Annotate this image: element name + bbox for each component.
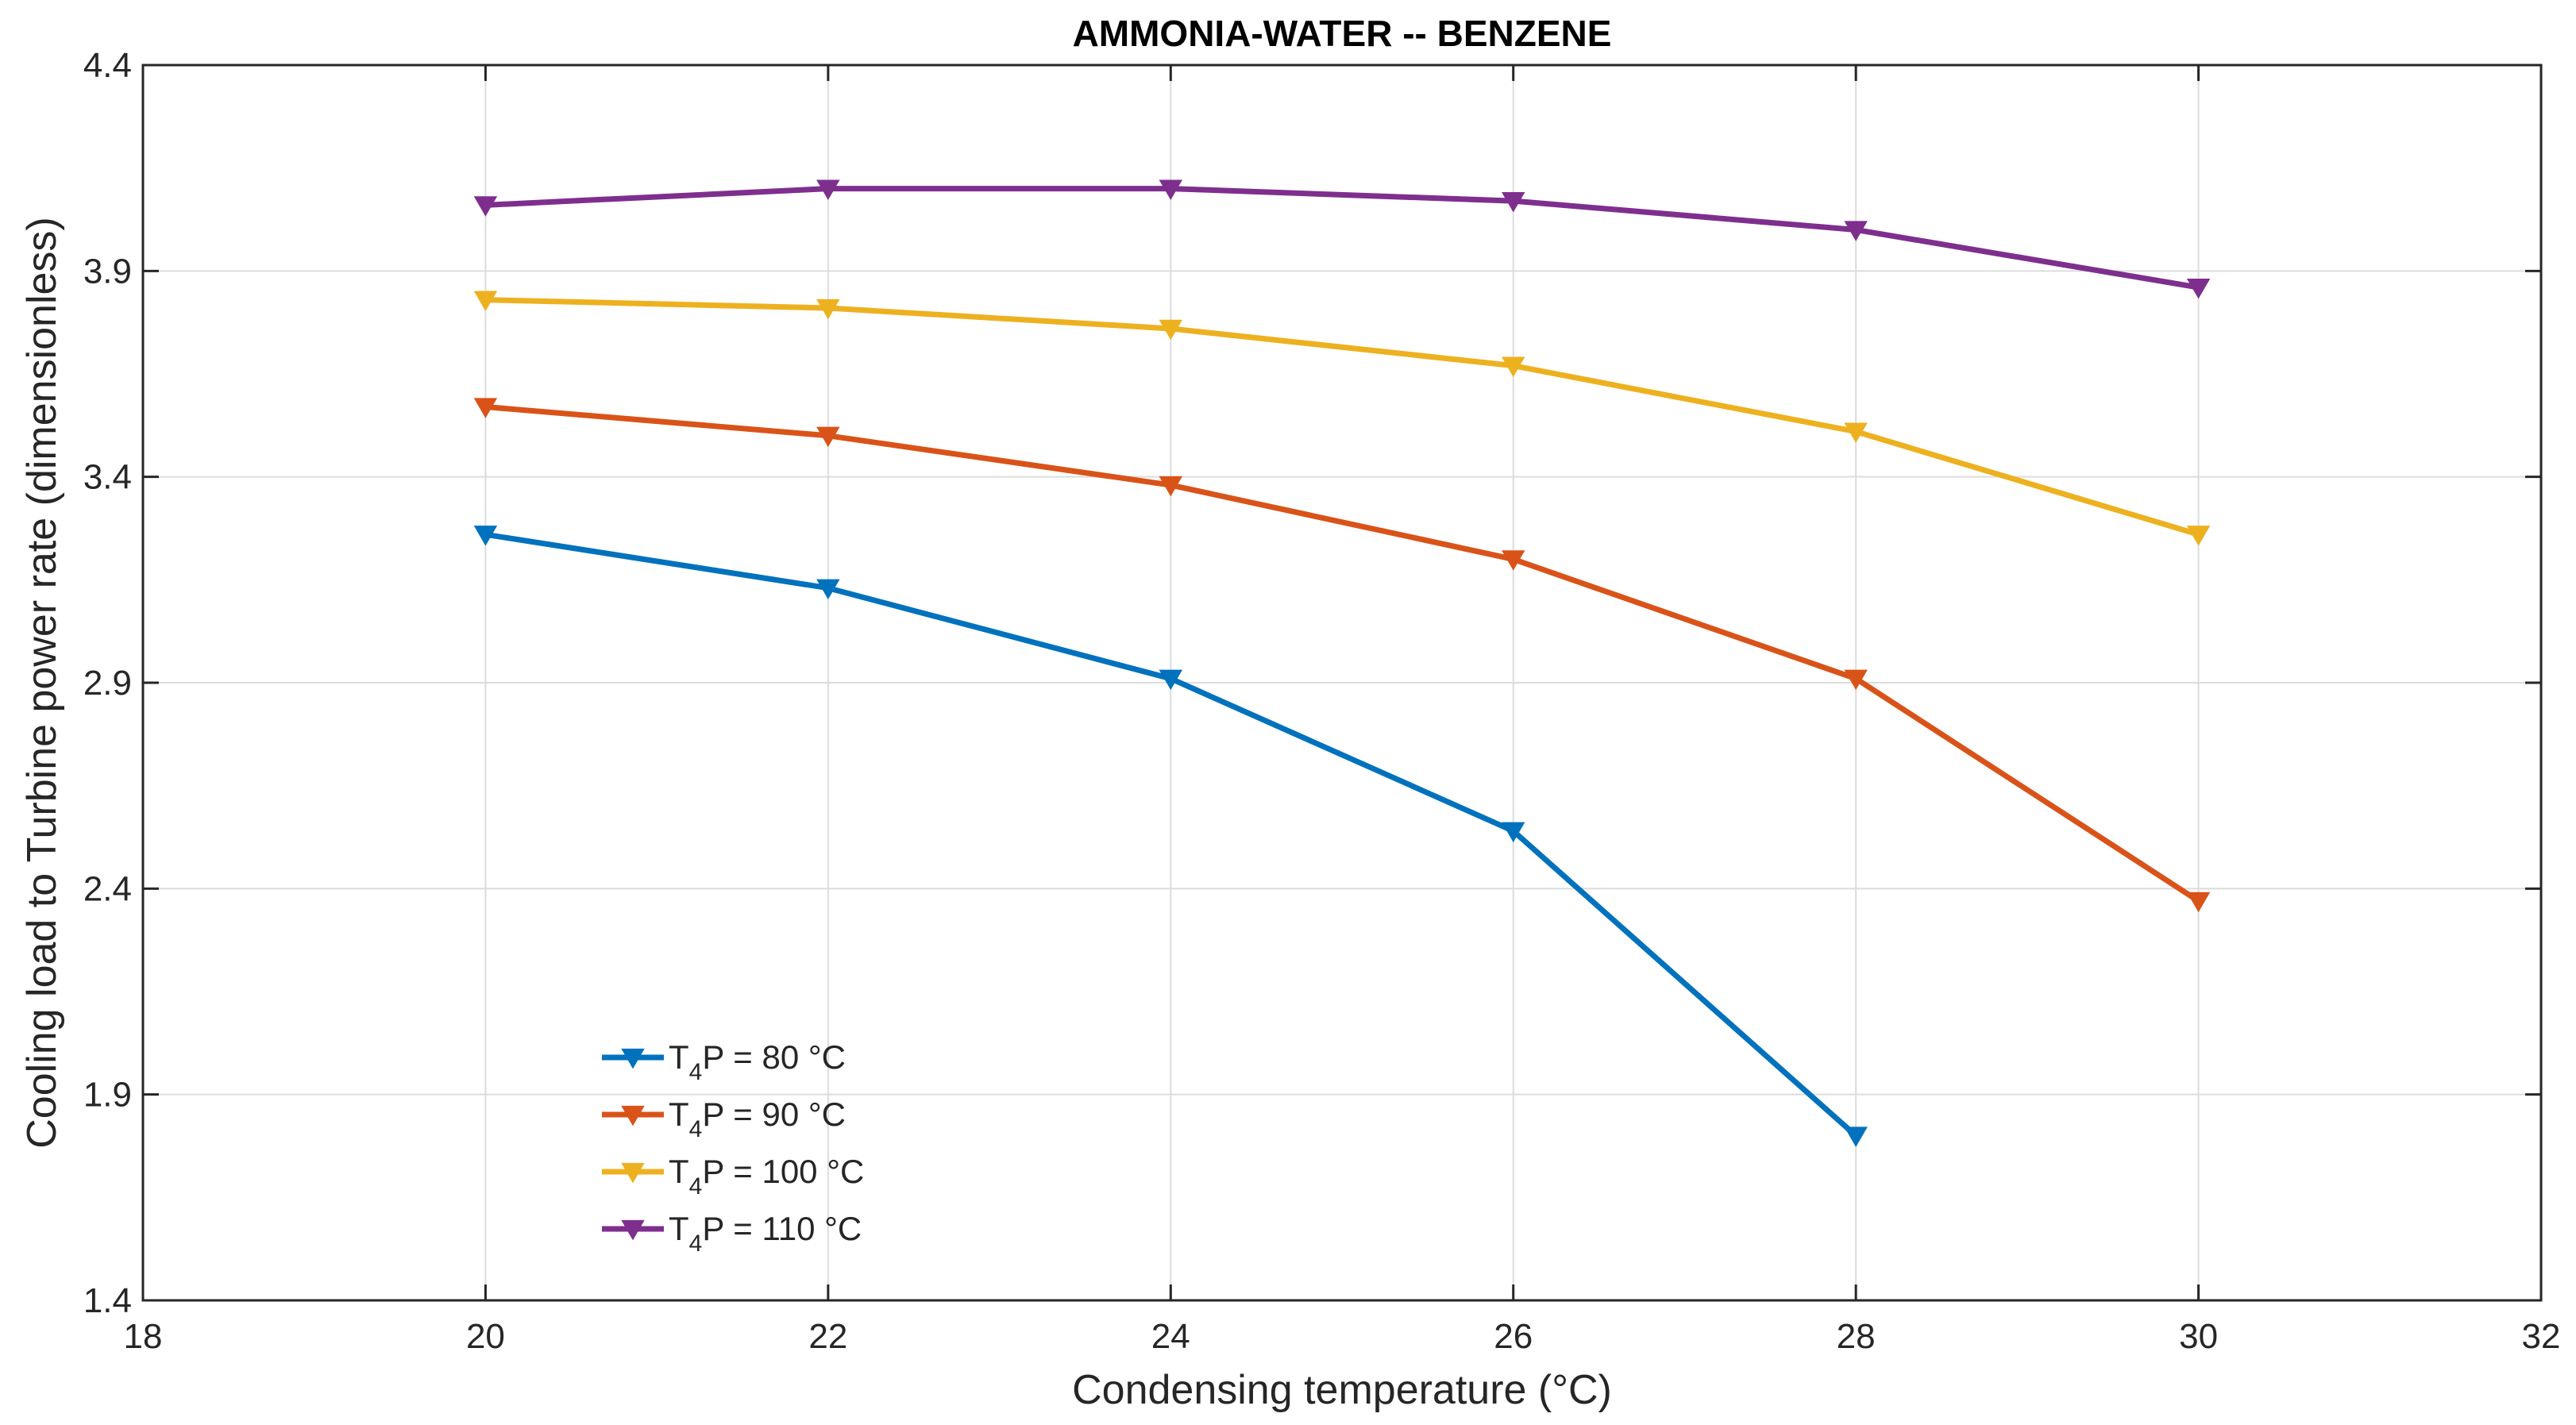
legend-entry: T4P = 90 °C	[602, 1096, 846, 1142]
data-point-marker	[1844, 669, 1868, 691]
x-tick-labels: 18 20 22 24 26 28 30 32	[124, 1317, 2561, 1356]
x-tick-label: 32	[2522, 1317, 2561, 1356]
data-point-marker	[473, 196, 498, 217]
data-point-marker	[1159, 179, 1183, 200]
data-point-marker	[1501, 192, 1525, 213]
data-point-marker	[1844, 221, 1868, 241]
data-point-marker	[2186, 526, 2211, 546]
legend-marker	[621, 1048, 645, 1069]
legend-label-subscript: 4	[689, 1231, 703, 1257]
y-tick-label: 1.4	[83, 1281, 132, 1320]
x-tick-label: 24	[1151, 1317, 1190, 1356]
x-tick-label: 22	[808, 1317, 847, 1356]
legend-entry: T4P = 100 °C	[602, 1153, 864, 1200]
x-tick-label: 20	[466, 1317, 505, 1356]
data-point-marker	[1501, 356, 1525, 377]
data-point-marker	[816, 179, 840, 200]
legend-label-subscript: 4	[689, 1059, 703, 1085]
series-2	[473, 398, 2211, 913]
data-point-marker	[473, 398, 498, 418]
legend-label-subscript: 4	[689, 1173, 703, 1200]
legend-label-rest: P = 90 °C	[702, 1096, 846, 1133]
legend-marker	[621, 1219, 645, 1241]
x-tick-label: 26	[1494, 1317, 1533, 1356]
legend-label-main: T	[669, 1038, 689, 1076]
y-tick-label: 4.4	[83, 46, 132, 85]
grid	[143, 65, 2541, 1300]
data-point-marker	[2186, 892, 2211, 913]
y-tick-label: 3.4	[83, 458, 132, 497]
data-point-marker	[1159, 476, 1183, 497]
legend-label-rest: P = 100 °C	[702, 1153, 864, 1190]
y-tick-labels: 1.4 1.9 2.4 2.9 3.4 3.9 4.4	[83, 46, 132, 1320]
legend-marker	[621, 1162, 645, 1184]
data-point-marker	[816, 298, 840, 320]
y-axis-title: Cooling load to Turbine power rate (dime…	[19, 217, 65, 1149]
y-tick-label: 3.9	[83, 252, 132, 291]
y-tick-label: 2.4	[83, 869, 132, 908]
data-point-marker	[816, 579, 840, 600]
legend-label-rest: P = 80 °C	[702, 1038, 846, 1076]
y-tick-label: 2.9	[83, 664, 132, 703]
legend-label-rest: P = 110 °C	[702, 1210, 862, 1247]
legend-label-main: T	[669, 1153, 689, 1190]
series-1	[473, 526, 1868, 1147]
series-line	[485, 404, 2200, 903]
y-tick-label: 1.9	[83, 1076, 132, 1115]
legend-label: T4P = 110 °C	[669, 1210, 862, 1257]
series-line	[485, 297, 2200, 537]
data-point-marker	[1844, 422, 1868, 443]
legend-marker	[621, 1105, 645, 1127]
legend-entry: T4P = 80 °C	[602, 1038, 846, 1085]
data-point-marker	[1159, 319, 1183, 341]
legend-label: T4P = 80 °C	[669, 1038, 846, 1085]
series-4	[473, 179, 2211, 299]
data-point-marker	[1844, 1127, 1868, 1147]
x-axis-title: Condensing temperature (°C)	[1072, 1367, 1612, 1413]
series-layer	[473, 179, 2211, 1147]
data-point-marker	[816, 426, 840, 448]
series-3	[473, 291, 2211, 546]
data-point-marker	[473, 291, 498, 311]
legend-label-main: T	[669, 1096, 689, 1133]
x-tick-label: 30	[2179, 1317, 2218, 1356]
legend-label: T4P = 100 °C	[669, 1153, 864, 1200]
x-tick-label: 28	[1837, 1317, 1876, 1356]
tick-marks	[141, 64, 2543, 1302]
data-point-marker	[1501, 822, 1525, 843]
x-tick-label: 18	[124, 1317, 163, 1356]
data-point-marker	[2186, 278, 2211, 299]
legend-entry: T4P = 110 °C	[602, 1210, 862, 1257]
data-point-marker	[473, 526, 498, 546]
legend-label-subscript: 4	[689, 1116, 703, 1142]
series-line	[485, 186, 2200, 291]
chart-title: AMMONIA-WATER -- BENZENE	[1073, 13, 1612, 54]
legend-label-main: T	[669, 1210, 689, 1247]
data-point-marker	[1159, 669, 1183, 691]
legend-label: T4P = 90 °C	[669, 1096, 846, 1142]
data-point-marker	[1501, 550, 1525, 571]
